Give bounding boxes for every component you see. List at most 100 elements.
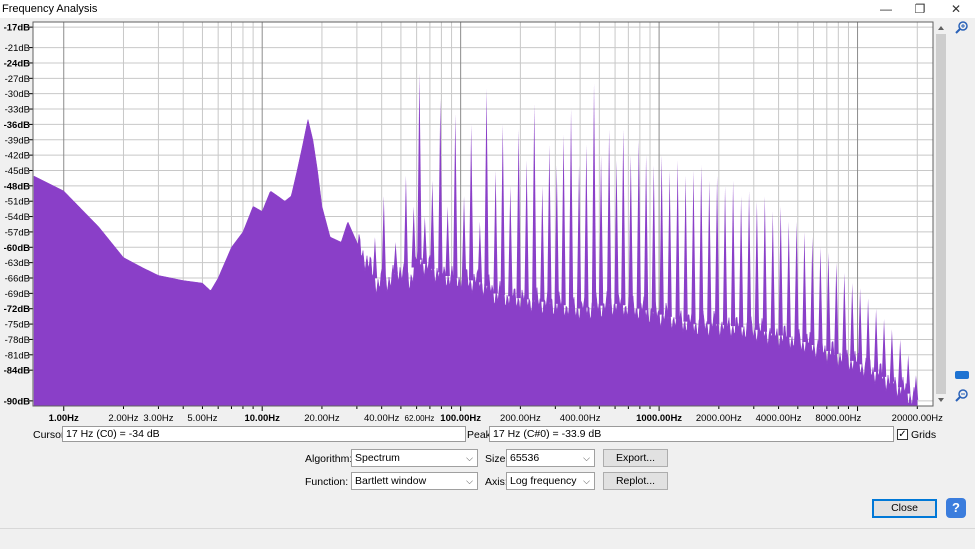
- y-tick-label: -60dB: [4, 243, 31, 254]
- y-tick-label: -27dB: [5, 74, 30, 85]
- algorithm-select[interactable]: Spectrum ⌵: [351, 449, 478, 467]
- spectrum-peak: [651, 165, 656, 313]
- x-tick-label: 400.00Hz: [560, 413, 601, 423]
- cursor-label: Cursor:: [33, 429, 68, 441]
- size-label: Size:: [485, 453, 509, 465]
- chevron-down-icon: ⌵: [466, 476, 473, 486]
- spectrum-peak: [754, 201, 760, 330]
- grids-checkbox[interactable]: ✓: [897, 429, 908, 440]
- function-label: Function:: [305, 476, 349, 488]
- spectrum-peak: [897, 339, 903, 388]
- spectrum-peak: [477, 221, 483, 283]
- plot-border: [32, 21, 934, 407]
- spectrum-peak: [417, 73, 422, 260]
- spectrum-peak: [730, 180, 736, 327]
- spectrum-peak: [461, 196, 467, 279]
- y-tick-label: -75dB: [5, 320, 30, 331]
- spectrum-peak: [738, 196, 744, 328]
- algorithm-value: Spectrum: [355, 452, 400, 464]
- x-tick-label: 20000.00Hz: [892, 413, 943, 423]
- x-tick-label: 1.00Hz: [49, 413, 79, 423]
- spectrum-peak: [372, 237, 378, 279]
- restore-button[interactable]: ❐: [914, 2, 926, 16]
- y-tick-label: -17dB: [4, 23, 31, 34]
- scroll-up-icon[interactable]: [938, 26, 944, 30]
- x-tick-label: 8000.00Hz: [815, 413, 861, 423]
- axis-label: Axis:: [485, 476, 508, 488]
- spectrum-peak: [810, 237, 815, 345]
- chevron-down-icon: ⌵: [583, 476, 590, 486]
- x-tick-label: 200.00Hz: [500, 413, 541, 423]
- zoom-slider-handle[interactable]: [955, 371, 969, 379]
- vertical-scrollbar[interactable]: [935, 22, 947, 406]
- function-value: Bartlett window: [355, 475, 427, 487]
- minimize-button[interactable]: —: [880, 2, 892, 16]
- spectrum-peak: [508, 185, 513, 297]
- y-tick-label: -42dB: [5, 151, 30, 162]
- y-tick-label: -36dB: [4, 120, 31, 131]
- x-tick-label: 1000.00Hz: [636, 413, 682, 423]
- spectrum-peak: [621, 129, 626, 306]
- spectrum-chart[interactable]: -17dB -21dB -24dB -27dB -30dB -33dB -36dB -39dB…: [0, 18, 975, 423]
- spectrum-peak: [683, 175, 688, 322]
- spectrum-peak: [714, 175, 720, 325]
- y-tick-label: -81dB: [5, 350, 30, 361]
- export-button[interactable]: Export...: [603, 449, 668, 467]
- zoom-in-icon[interactable]: [955, 21, 968, 34]
- function-select[interactable]: Bartlett window ⌵: [351, 472, 478, 490]
- spectrum-fill: [33, 119, 918, 407]
- spectrum-peak: [857, 288, 863, 365]
- x-tick-label: 10.00Hz: [244, 413, 280, 423]
- spectrum-peak: [493, 170, 498, 294]
- y-tick-label: -45dB: [5, 166, 30, 177]
- zoom-out-icon[interactable]: [955, 389, 968, 402]
- spectrum-peak: [802, 231, 807, 342]
- spectrum-peak: [826, 252, 831, 352]
- x-tick-label: 40.00Hz: [364, 413, 400, 423]
- spectrum-peak: [568, 109, 574, 307]
- spectrum-peak: [770, 211, 775, 334]
- close-window-button[interactable]: ✕: [950, 2, 962, 16]
- y-tick-label: -66dB: [5, 274, 30, 285]
- spectrum-peak: [722, 185, 728, 325]
- y-tick-label: -57dB: [5, 227, 30, 238]
- replot-button[interactable]: Replot...: [603, 472, 668, 490]
- spectrum-peak: [778, 206, 783, 336]
- spectrum-peak: [889, 329, 895, 382]
- peak-readout: 17 Hz (C#0) = -33.9 dB: [489, 426, 894, 442]
- spectrum-area: [33, 73, 919, 407]
- scrollbar-thumb[interactable]: [936, 34, 946, 394]
- spectrum-peak: [818, 247, 823, 349]
- help-icon[interactable]: ?: [946, 498, 966, 518]
- spectrum-peak: [576, 165, 582, 309]
- spectrum-peak: [659, 155, 664, 315]
- y-tick-label: -78dB: [5, 335, 30, 346]
- status-bar: [0, 528, 975, 549]
- x-tick-label: 20.00Hz: [304, 413, 340, 423]
- spectrum-peak: [591, 83, 597, 307]
- spectrum-peak: [675, 160, 680, 320]
- spectrum-peak: [614, 160, 619, 304]
- x-tick-label: 4000.00Hz: [756, 413, 802, 423]
- close-button[interactable]: Close: [872, 499, 937, 518]
- spectrum-peak: [834, 262, 839, 355]
- spectrum-peak: [667, 170, 672, 317]
- chevron-down-icon: ⌵: [583, 453, 590, 463]
- y-tick-label: -48dB: [4, 181, 31, 192]
- spectrum-peak: [403, 175, 409, 278]
- spectrum-peak: [691, 170, 696, 324]
- spectrum-peak: [699, 165, 704, 325]
- spectrum-peak: [906, 354, 911, 394]
- y-tick-label: -63dB: [5, 258, 30, 269]
- scroll-down-icon[interactable]: [938, 398, 944, 402]
- y-tick-label: -90dB: [4, 396, 31, 407]
- y-tick-label: -84dB: [4, 366, 31, 377]
- grids-label[interactable]: Grids: [911, 429, 937, 441]
- spectrum-peak: [786, 221, 791, 338]
- y-tick-label: -21dB: [5, 43, 30, 54]
- x-tick-label: 3.00Hz: [143, 413, 173, 423]
- axis-select[interactable]: Log frequency ⌵: [506, 472, 595, 490]
- spectrum-peak: [381, 196, 386, 281]
- spectrum-peak: [393, 242, 398, 274]
- size-select[interactable]: 65536 ⌵: [506, 449, 595, 467]
